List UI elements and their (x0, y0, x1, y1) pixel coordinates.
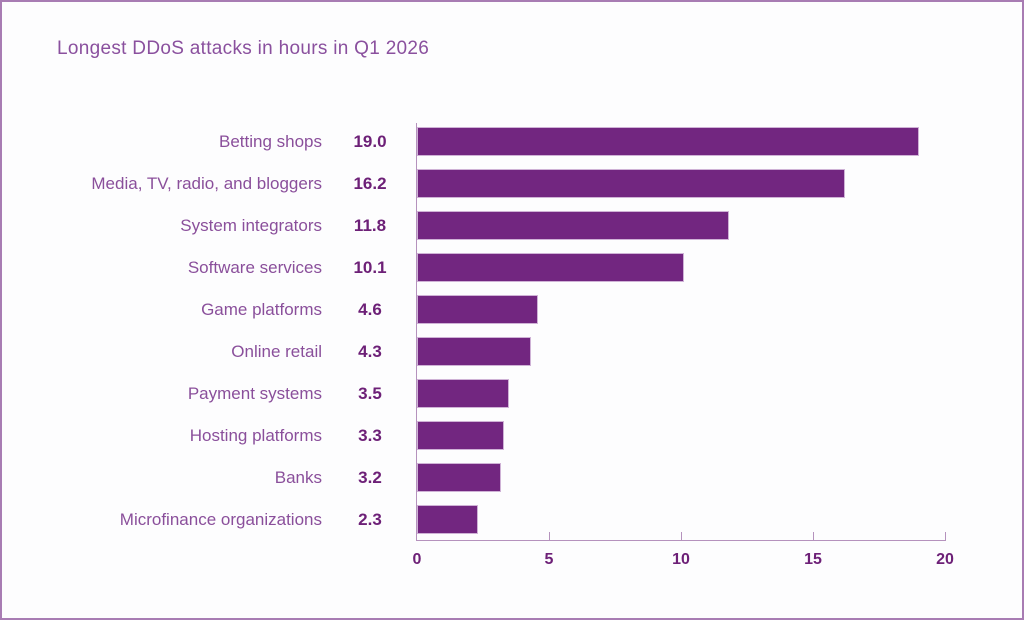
bar (417, 211, 729, 240)
value-label: 3.2 (358, 468, 382, 487)
chart-row: Betting shops 19.0 (2, 121, 1022, 163)
bar (417, 127, 919, 156)
category-label: Online retail (231, 342, 322, 361)
category-label: System integrators (180, 216, 322, 235)
bar (417, 463, 502, 492)
bar (417, 337, 531, 366)
x-axis-tick-label: 15 (804, 551, 822, 568)
chart-row: Media, TV, radio, and bloggers 16.2 (2, 163, 1022, 205)
value-label: 10.1 (353, 258, 387, 277)
x-axis-tick-label: 5 (544, 551, 554, 568)
x-axis-tick-label: 10 (672, 551, 690, 568)
category-label: Payment systems (187, 384, 322, 403)
chart-row: Software services 10.1 (2, 247, 1022, 289)
value-label: 4.6 (358, 300, 382, 319)
value-label: 2.3 (358, 510, 382, 529)
category-label: Betting shops (218, 132, 322, 151)
bar (417, 295, 539, 324)
chart-title: Longest DDoS attacks in hours in Q1 2026 (57, 38, 430, 59)
value-label: 11.8 (353, 216, 387, 235)
category-label: Software services (187, 258, 322, 277)
chart-row: Game platforms 4.6 (2, 289, 1022, 331)
chart-row: Online retail 4.3 (2, 331, 1022, 373)
x-axis-tick (813, 532, 814, 540)
x-axis-line (416, 540, 946, 541)
y-axis-line (416, 123, 417, 541)
value-label: 16.2 (353, 174, 387, 193)
chart-row: Payment systems 3.5 (2, 373, 1022, 415)
bar (417, 505, 478, 534)
chart-row: Banks 3.2 (2, 457, 1022, 499)
value-label: 3.5 (358, 384, 382, 403)
bar (417, 379, 510, 408)
bar (417, 421, 505, 450)
value-label: 19.0 (353, 132, 387, 151)
x-axis-tick (945, 532, 946, 540)
chart-row: Microfinance organizations 2.3 (2, 499, 1022, 541)
x-axis-tick (681, 532, 682, 540)
category-label: Game platforms (201, 300, 322, 319)
category-label: Microfinance organizations (119, 510, 322, 529)
x-axis-tick-label: 20 (936, 551, 954, 568)
category-label: Hosting platforms (189, 426, 322, 445)
bar-chart-rows: Betting shops 19.0 Media, TV, radio, and b… (2, 121, 1022, 541)
x-axis-tick (549, 532, 550, 540)
chart-row: System integrators 11.8 (2, 205, 1022, 247)
bar (417, 253, 684, 282)
value-label: 4.3 (358, 342, 382, 361)
category-label: Banks (274, 468, 322, 487)
value-label: 3.3 (358, 426, 382, 445)
x-axis-tick-label: 0 (412, 551, 422, 568)
chart-row: Hosting platforms 3.3 (2, 415, 1022, 457)
bar (417, 169, 845, 198)
category-label: Media, TV, radio, and bloggers (91, 174, 322, 193)
